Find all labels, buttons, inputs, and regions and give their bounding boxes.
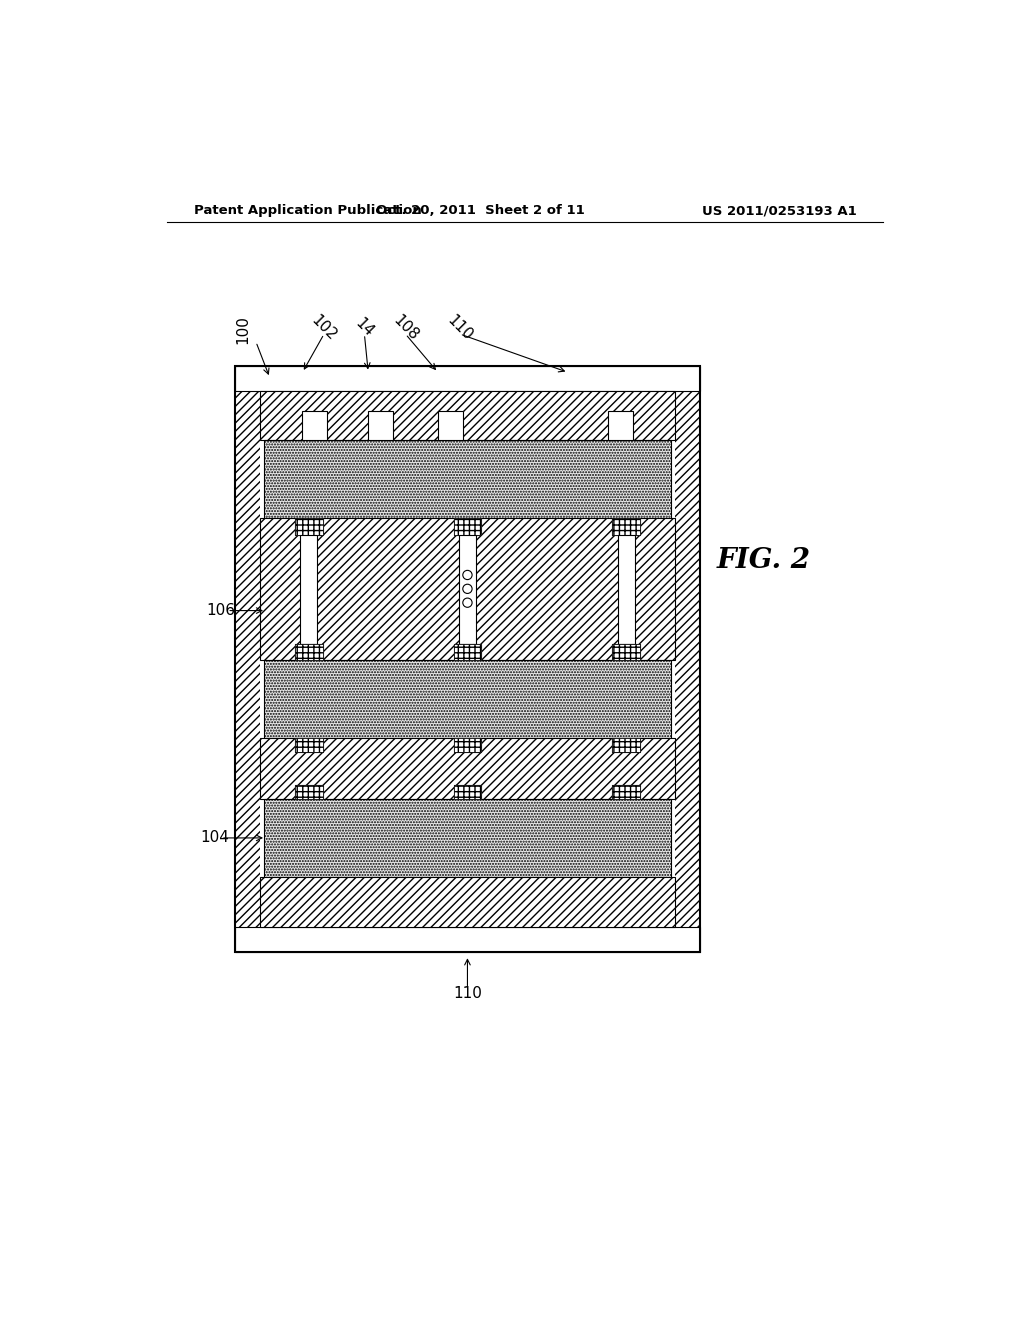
Bar [454,644,481,660]
Bar [612,644,640,660]
Text: 100: 100 [236,315,250,343]
Bar [295,644,323,660]
Text: 14: 14 [352,315,377,341]
Bar [295,738,323,752]
Bar [369,411,393,441]
Bar [260,391,675,927]
Bar [260,738,675,799]
Text: 104: 104 [201,830,229,845]
Bar [607,411,633,441]
Bar [295,517,323,535]
Bar [260,391,675,441]
Text: 106: 106 [207,603,236,618]
Bar [454,738,481,752]
Bar [234,367,700,952]
Bar [612,738,640,752]
Bar [612,738,640,752]
Bar [260,517,675,660]
Bar [295,785,323,799]
Text: 110: 110 [453,986,482,1002]
Bar [295,785,323,799]
Circle shape [463,598,472,607]
Bar [295,644,323,660]
Bar [264,441,671,517]
Bar [454,785,481,799]
Text: FIG. 2: FIG. 2 [717,548,811,574]
Bar [264,799,671,876]
Bar [302,411,328,441]
Bar [454,517,481,535]
Bar [454,517,481,535]
Text: 102: 102 [308,313,340,343]
Bar [264,660,671,738]
Bar [454,738,481,752]
Text: 110: 110 [444,313,475,343]
Bar [234,367,700,952]
Circle shape [463,570,472,579]
Bar [260,876,675,927]
Bar [295,738,323,752]
Text: Patent Application Publication: Patent Application Publication [194,205,422,218]
Bar [459,535,476,644]
Bar [454,644,481,660]
Bar [295,517,323,535]
Text: Oct. 20, 2011  Sheet 2 of 11: Oct. 20, 2011 Sheet 2 of 11 [376,205,585,218]
Bar [612,644,640,660]
Circle shape [463,585,472,594]
Text: 108: 108 [390,313,421,343]
Bar [300,535,317,644]
Bar [234,367,700,391]
Bar [612,517,640,535]
Bar [612,785,640,799]
Bar [454,785,481,799]
Bar [234,927,700,952]
Bar [612,785,640,799]
Bar [612,517,640,535]
Bar [617,535,635,644]
Bar [438,411,463,441]
Text: US 2011/0253193 A1: US 2011/0253193 A1 [701,205,856,218]
